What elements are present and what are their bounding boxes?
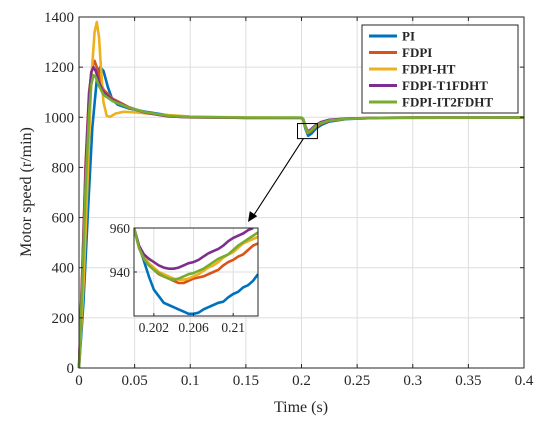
x-tick-label: 0.1 xyxy=(181,373,200,389)
y-tick-label: 800 xyxy=(52,160,75,176)
inset-y-tick-label: 960 xyxy=(110,221,131,236)
inset-x-tick-label: 0.202 xyxy=(139,320,169,335)
x-tick-label: 0.2 xyxy=(292,373,311,389)
x-tick-label: 0 xyxy=(75,373,83,389)
legend-label-fdpi: FDPI xyxy=(402,45,432,60)
legend-label-fdpi-it2fdht: FDPI-IT2FDHT xyxy=(402,95,493,110)
zoom-box xyxy=(297,123,318,140)
y-tick-label: 400 xyxy=(52,261,75,277)
inset-series-line-fdpi-ht xyxy=(134,228,258,281)
inset-y-tick-label: 940 xyxy=(110,265,131,280)
y-tick-label: 600 xyxy=(52,211,75,227)
main-axes: 0 0.05 0.1 0.15 0.2 0.25 0.3 0.35 0.4 0 200 400 600 8… xyxy=(44,10,534,389)
main-series-group xyxy=(77,20,525,369)
x-tick-label: 0.05 xyxy=(122,373,148,389)
inset-x-tick-label: 0.21 xyxy=(221,320,245,335)
inset-series-line-fdpi-it2fdht xyxy=(134,228,258,281)
y-tick-label: 1000 xyxy=(44,110,74,126)
inset-series-line-fdpi-t1fdht xyxy=(134,228,254,270)
x-tick-label: 0.35 xyxy=(455,373,481,389)
y-tick-label: 0 xyxy=(67,361,75,377)
inset-x-tick-label: 0.206 xyxy=(178,320,209,335)
legend-label-pi: PI xyxy=(402,29,415,44)
inset-zoom-plot: 0.202 0.206 0.21 940 960 xyxy=(110,221,259,335)
zoom-arrow-line xyxy=(251,138,304,219)
y-axis-label: Motor speed (r/min) xyxy=(18,127,35,257)
inset-series-line-pi xyxy=(134,228,258,316)
x-axis-label: Time (s) xyxy=(274,399,328,416)
x-tick-label: 0.3 xyxy=(403,373,422,389)
legend-label-fdpi-t1fdht: FDPI-T1FDHT xyxy=(402,78,488,93)
series-line-fdpi-it2fdht xyxy=(77,73,525,369)
legend-label-fdpi-ht: FDPI-HT xyxy=(402,62,456,77)
x-tick-label: 0.4 xyxy=(515,373,534,389)
inset-series-group xyxy=(134,228,258,316)
y-tick-label: 1400 xyxy=(44,10,74,26)
x-tick-label: 0.15 xyxy=(233,373,259,389)
x-tick-label: 0.25 xyxy=(344,373,370,389)
zoom-arrow-head xyxy=(248,211,258,222)
y-tick-label: 1200 xyxy=(44,60,74,76)
y-tick-label: 200 xyxy=(52,311,75,327)
zoom-marker xyxy=(248,123,318,222)
